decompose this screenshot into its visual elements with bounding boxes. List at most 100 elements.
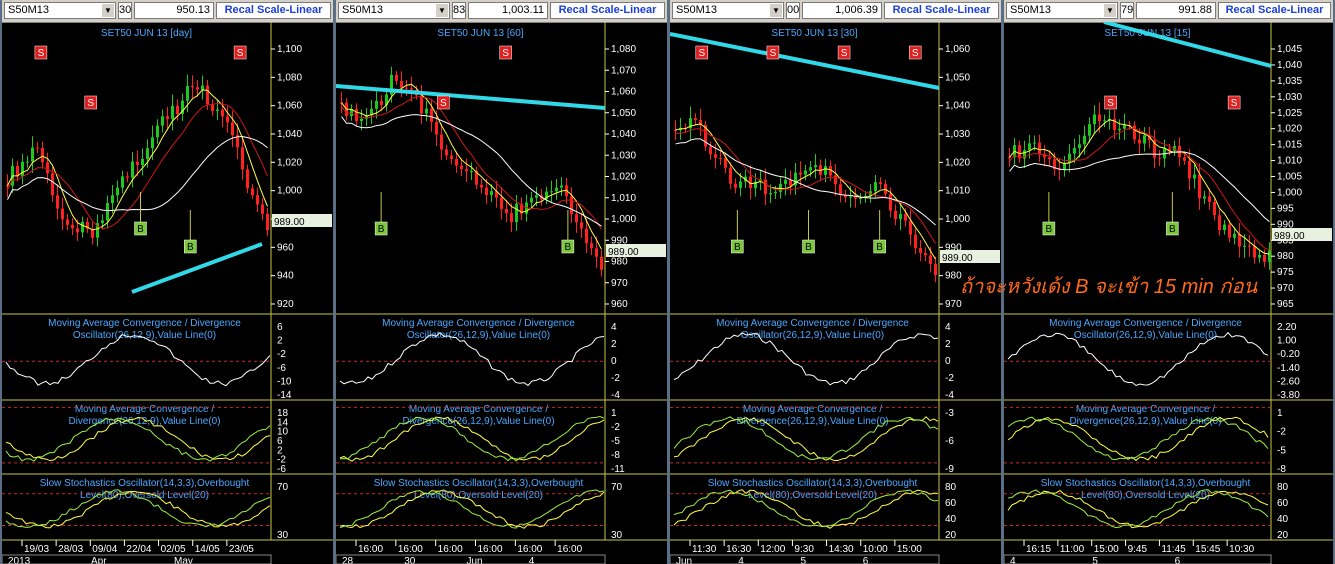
sell-signal-marker[interactable]: S xyxy=(766,45,780,60)
candle xyxy=(76,228,79,233)
time-axis-label: 16:15 xyxy=(1026,544,1051,555)
candle xyxy=(256,195,259,205)
candle xyxy=(266,213,269,231)
chevron-down-icon[interactable]: ▼ xyxy=(770,4,782,17)
sell-signal-marker[interactable]: S xyxy=(1104,95,1117,110)
price-tick-label: 920 xyxy=(277,299,294,310)
bar-count-field[interactable]: 79 xyxy=(1120,2,1134,19)
indicator-tick-label: 10 xyxy=(277,427,289,438)
buy-signal-marker[interactable]: B xyxy=(731,239,744,254)
time-axis-label: 15:00 xyxy=(1094,544,1119,555)
candle xyxy=(774,191,777,194)
candle xyxy=(854,196,857,199)
symbol-select[interactable]: S50M13 ▼ xyxy=(4,2,116,19)
svg-text:B: B xyxy=(187,242,194,253)
price-tick-label: 1,045 xyxy=(1277,44,1302,55)
indicator-tick-label: -8 xyxy=(611,450,620,461)
buy-signal-marker[interactable]: B xyxy=(184,239,197,254)
sell-signal-marker[interactable]: S xyxy=(84,95,97,110)
price-tick-label: 990 xyxy=(1277,219,1294,230)
recal-scale-button[interactable]: Recal Scale-Linear xyxy=(550,2,665,19)
indicator-tick-label: -1.40 xyxy=(1277,363,1300,374)
price-tick-label: 1,000 xyxy=(1277,187,1302,198)
bar-count-field[interactable]: 83 xyxy=(452,2,466,19)
bar-count-field[interactable]: 30 xyxy=(118,2,132,19)
price-tick-label: 1,040 xyxy=(611,129,636,140)
recal-scale-button[interactable]: Recal Scale-Linear xyxy=(216,2,331,19)
chevron-down-icon[interactable]: ▼ xyxy=(1104,4,1116,17)
candle xyxy=(71,224,74,229)
candle xyxy=(495,191,498,198)
sell-signal-marker[interactable]: S xyxy=(437,95,450,110)
candle xyxy=(166,116,169,120)
candle xyxy=(929,255,932,264)
candle xyxy=(1073,148,1076,154)
symbol-value: S50M13 xyxy=(8,4,49,16)
candle xyxy=(226,116,229,123)
time-axis-label: 16:00 xyxy=(478,544,503,555)
sell-signal-marker[interactable]: S xyxy=(34,45,48,60)
time-axis-label: 19/03 xyxy=(24,544,49,555)
buy-signal-marker[interactable]: B xyxy=(1166,221,1179,236)
indicator-tick-label: -6 xyxy=(277,464,286,475)
candle xyxy=(1068,153,1071,163)
chevron-down-icon[interactable]: ▼ xyxy=(102,4,114,17)
candle xyxy=(146,148,149,159)
chevron-down-icon[interactable]: ▼ xyxy=(436,4,448,17)
indicator-title: Divergence(26,12,9),Value Line(0) xyxy=(68,416,220,427)
candle xyxy=(211,104,214,111)
buy-signal-marker[interactable]: B xyxy=(802,239,815,254)
candle xyxy=(560,185,563,188)
indicator-line xyxy=(1007,416,1269,462)
recal-scale-button[interactable]: Recal Scale-Linear xyxy=(1218,2,1331,19)
candle xyxy=(16,165,19,177)
symbol-select[interactable]: S50M13 ▼ xyxy=(672,2,784,19)
sell-signal-marker[interactable]: S xyxy=(908,45,922,60)
candle xyxy=(445,149,448,156)
buy-signal-marker[interactable]: B xyxy=(873,239,886,254)
chart-canvas[interactable]: SET50 JUN 13 [30] 1,060 1,050 1,040 1,030 1,0… xyxy=(670,22,1001,564)
price-tick-label: 960 xyxy=(277,242,294,253)
chart-canvas[interactable]: SET50 JUN 13 [60] 1,080 1,070 1,060 1,050 1,0… xyxy=(336,22,667,564)
symbol-value: S50M13 xyxy=(1010,4,1051,16)
indicator-title: Divergence(26,12,9),Value Line(0) xyxy=(402,416,554,427)
candle xyxy=(1193,174,1196,179)
indicator-line xyxy=(5,417,271,462)
price-tick-label: 1,005 xyxy=(1277,172,1302,183)
sell-signal-marker[interactable]: S xyxy=(233,45,247,60)
candle xyxy=(1218,215,1221,230)
buy-signal-marker[interactable]: B xyxy=(561,239,575,254)
candle xyxy=(674,129,677,131)
time-axis-label: 16:30 xyxy=(726,544,751,555)
candle xyxy=(96,223,99,238)
candle xyxy=(500,197,503,209)
candle xyxy=(1098,114,1101,122)
chart-canvas[interactable]: SET50 JUN 13 [15]1,0451,0401,0351,0301,0… xyxy=(1004,22,1333,564)
price-tick-label: 1,000 xyxy=(277,186,302,197)
sell-signal-marker[interactable]: S xyxy=(1227,95,1241,110)
bar-count-field[interactable]: 00 xyxy=(786,2,800,19)
candle xyxy=(350,109,353,116)
symbol-select[interactable]: S50M13 ▼ xyxy=(338,2,450,19)
candle xyxy=(555,187,558,192)
buy-signal-marker[interactable]: B xyxy=(134,221,147,236)
candle xyxy=(889,193,892,211)
candle xyxy=(36,147,39,149)
svg-text:B: B xyxy=(734,242,741,253)
indicator-tick-label: -3 xyxy=(945,408,954,419)
date-axis-label: 5 xyxy=(801,556,807,564)
sell-signal-marker[interactable]: S xyxy=(499,45,512,60)
candle xyxy=(1088,124,1091,136)
buy-signal-marker[interactable]: B xyxy=(374,221,388,236)
buy-signal-marker[interactable]: B xyxy=(1042,221,1056,236)
symbol-select[interactable]: S50M13 ▼ xyxy=(1006,2,1118,19)
sell-signal-marker[interactable]: S xyxy=(837,45,851,60)
recal-scale-button[interactable]: Recal Scale-Linear xyxy=(884,2,999,19)
time-axis-label: 15:00 xyxy=(897,544,922,555)
candle xyxy=(904,214,907,221)
candle xyxy=(1103,120,1106,122)
chart-canvas[interactable]: SET50 JUN 13 [day] 1,100 1,080 1,060 1,040 1,… xyxy=(2,22,333,564)
candle xyxy=(849,196,852,198)
sell-signal-marker[interactable]: S xyxy=(695,45,709,60)
candle xyxy=(455,159,458,166)
